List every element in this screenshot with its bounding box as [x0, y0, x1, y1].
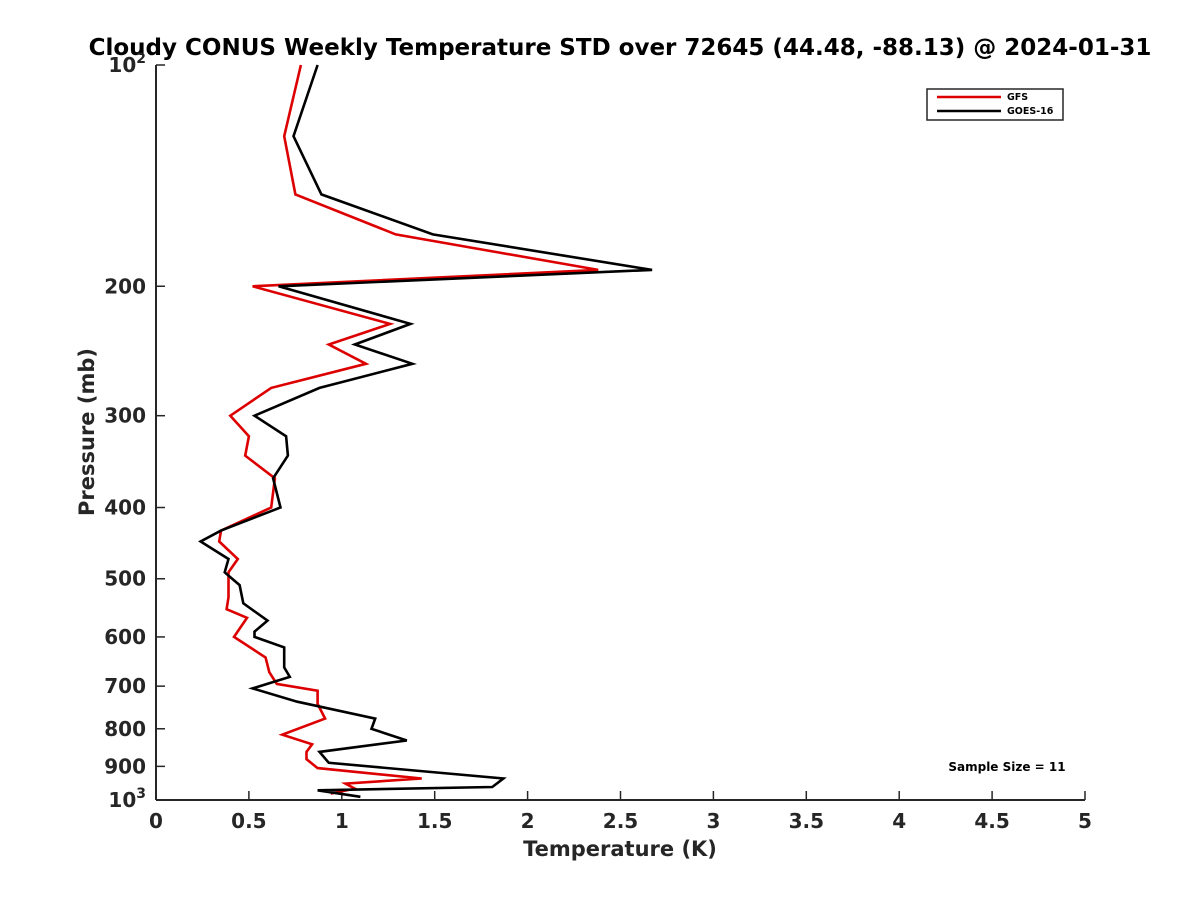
- y-tick-label: 900: [104, 754, 146, 778]
- x-tick-label: 0: [149, 809, 163, 833]
- y-tick-label: 400: [104, 496, 146, 520]
- legend: GFS GOES-16: [926, 88, 1064, 121]
- y-tick-label-base: 800: [104, 717, 146, 741]
- legend-label-gfs: GFS: [1007, 92, 1028, 103]
- y-tick-label-base: 10: [108, 53, 136, 77]
- x-axis-ticks: 0 0.5 1 1.5 2 2.5 3 3.5 4 4.5 5: [149, 791, 1092, 833]
- y-tick-label-base: 300: [104, 404, 146, 428]
- x-tick-label: 3.5: [789, 809, 824, 833]
- x-tick-label: 1: [335, 809, 349, 833]
- y-tick-label: 500: [104, 567, 146, 591]
- series-line-gfs: [217, 64, 599, 795]
- x-tick-label: 5: [1078, 809, 1092, 833]
- x-tick-label: 1.5: [417, 809, 452, 833]
- y-tick-label: 300: [104, 404, 146, 428]
- x-tick-label: 2.5: [603, 809, 638, 833]
- y-tick-label-base: 10: [108, 788, 136, 812]
- y-tick-label: 700: [104, 674, 146, 698]
- y-tick-label-base: 400: [104, 496, 146, 520]
- sample-size-annotation: Sample Size = 11: [948, 760, 1065, 774]
- y-tick-label-exponent: 3: [136, 786, 146, 802]
- y-tick-label-base: 700: [104, 674, 146, 698]
- x-tick-label: 4: [892, 809, 906, 833]
- chart-title: Cloudy CONUS Weekly Temperature STD over…: [89, 35, 1152, 61]
- y-tick-label-base: 600: [104, 625, 146, 649]
- y-tick-label-base: 900: [104, 754, 146, 778]
- x-tick-label: 2: [521, 809, 535, 833]
- series-line-goes16: [198, 64, 653, 799]
- x-axis-label: Temperature (K): [523, 837, 717, 861]
- y-tick-label-base: 500: [104, 567, 146, 591]
- x-tick-label: 4.5: [974, 809, 1009, 833]
- x-tick-label: 0.5: [231, 809, 266, 833]
- y-tick-label: 800: [104, 717, 146, 741]
- y-tick-label: 200: [104, 274, 146, 298]
- y-tick-label-exponent: 2: [136, 51, 146, 67]
- y-tick-label: 600: [104, 625, 146, 649]
- y-tick-label-base: 200: [104, 274, 146, 298]
- legend-label-goes16: GOES-16: [1007, 106, 1054, 117]
- y-tick-label: 103: [108, 786, 146, 812]
- y-tick-label: 102: [108, 51, 146, 77]
- x-tick-label: 3: [706, 809, 720, 833]
- y-axis-label: Pressure (mb): [75, 348, 99, 516]
- series-layer: [198, 64, 653, 799]
- legend-box: [926, 88, 1064, 121]
